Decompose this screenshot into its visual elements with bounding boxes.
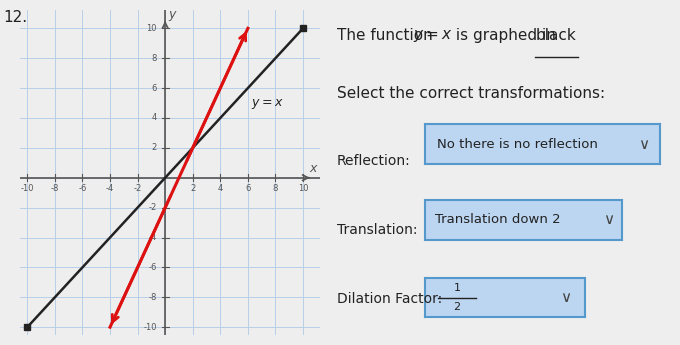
- Text: The function: The function: [337, 28, 437, 42]
- Text: -8: -8: [148, 293, 157, 302]
- Text: is graphed in: is graphed in: [451, 28, 560, 42]
- Text: -6: -6: [78, 184, 86, 193]
- Text: 4: 4: [152, 114, 157, 122]
- Text: -4: -4: [106, 184, 114, 193]
- Text: 1: 1: [454, 283, 460, 293]
- Text: 6: 6: [152, 83, 157, 92]
- Text: 4: 4: [218, 184, 223, 193]
- Text: 2: 2: [152, 143, 157, 152]
- Text: ∨: ∨: [560, 290, 571, 305]
- Text: -10: -10: [20, 184, 34, 193]
- Text: 10: 10: [146, 24, 157, 33]
- Text: -4: -4: [149, 233, 157, 242]
- Text: Translation:: Translation:: [337, 223, 417, 237]
- Text: Dilation Factor:: Dilation Factor:: [337, 292, 442, 306]
- Text: No there is no reflection: No there is no reflection: [437, 138, 598, 150]
- Text: -2: -2: [149, 203, 157, 212]
- Text: 10: 10: [298, 184, 308, 193]
- Text: ∨: ∨: [603, 213, 614, 227]
- Text: -6: -6: [148, 263, 157, 272]
- Text: 8: 8: [273, 184, 278, 193]
- Text: y: y: [169, 8, 175, 21]
- Text: black: black: [535, 28, 576, 42]
- Text: 2: 2: [190, 184, 195, 193]
- Text: ∨: ∨: [638, 137, 649, 151]
- Text: 12.: 12.: [3, 10, 27, 25]
- Text: Reflection:: Reflection:: [337, 154, 410, 168]
- Text: 6: 6: [245, 184, 251, 193]
- Text: $y = x$: $y = x$: [413, 28, 452, 43]
- Text: 2: 2: [454, 303, 460, 313]
- Text: -2: -2: [133, 184, 141, 193]
- Text: $y = x$: $y = x$: [251, 97, 283, 111]
- Text: -8: -8: [51, 184, 59, 193]
- Text: Select the correct transformations:: Select the correct transformations:: [337, 86, 605, 101]
- Text: x: x: [309, 162, 316, 175]
- Text: 8: 8: [152, 54, 157, 63]
- Text: Translation down 2: Translation down 2: [435, 214, 560, 226]
- Text: -10: -10: [143, 323, 157, 332]
